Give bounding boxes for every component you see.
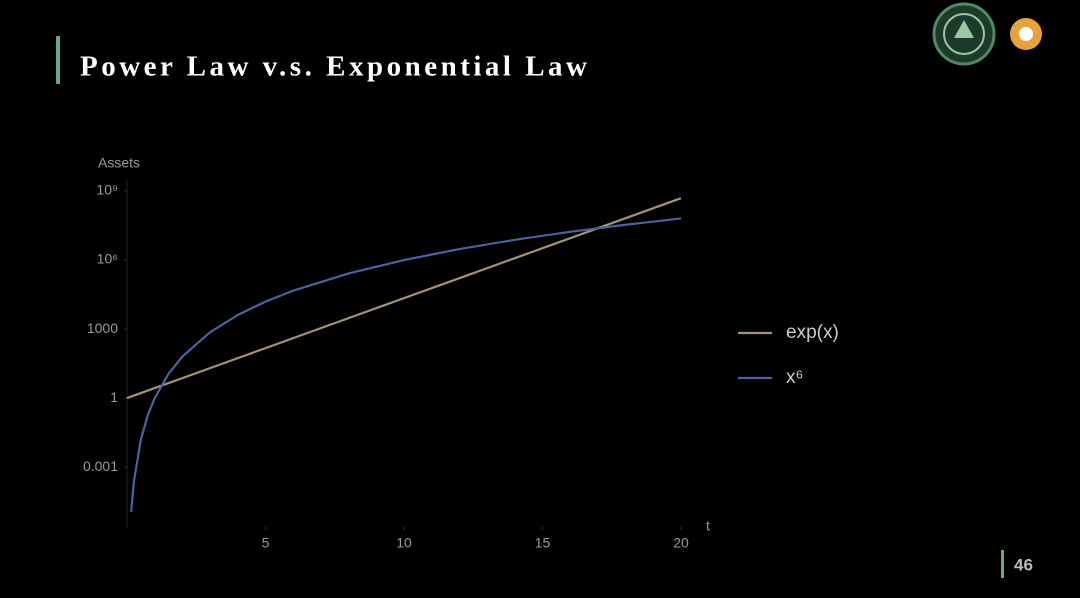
legend-label: exp(x) [786, 322, 839, 343]
x-tick-label: 20 [673, 535, 689, 551]
x-tick-label: 15 [535, 535, 551, 551]
y-tick-label: 1000 [87, 320, 118, 336]
page-number: 46 [1014, 555, 1033, 574]
series-line [126, 197, 682, 400]
logo [932, 2, 1042, 66]
x-tick-label: 5 [262, 535, 270, 551]
y-axis-label: Assets [98, 155, 140, 171]
series-line [130, 217, 682, 512]
y-tick-label: 1 [110, 389, 118, 405]
slide-title: Power Law v.s. Exponential Law [80, 51, 591, 83]
legend-label: x⁶ [786, 367, 803, 388]
x-tick-label: 10 [396, 535, 412, 551]
y-tick-label: 0.001 [83, 458, 118, 474]
page-accent [1001, 550, 1004, 578]
y-tick-label: 10⁹ [96, 182, 118, 198]
x-axis-label: t [706, 518, 710, 534]
title-accent [56, 36, 60, 84]
y-tick-label: 10⁶ [97, 251, 118, 267]
